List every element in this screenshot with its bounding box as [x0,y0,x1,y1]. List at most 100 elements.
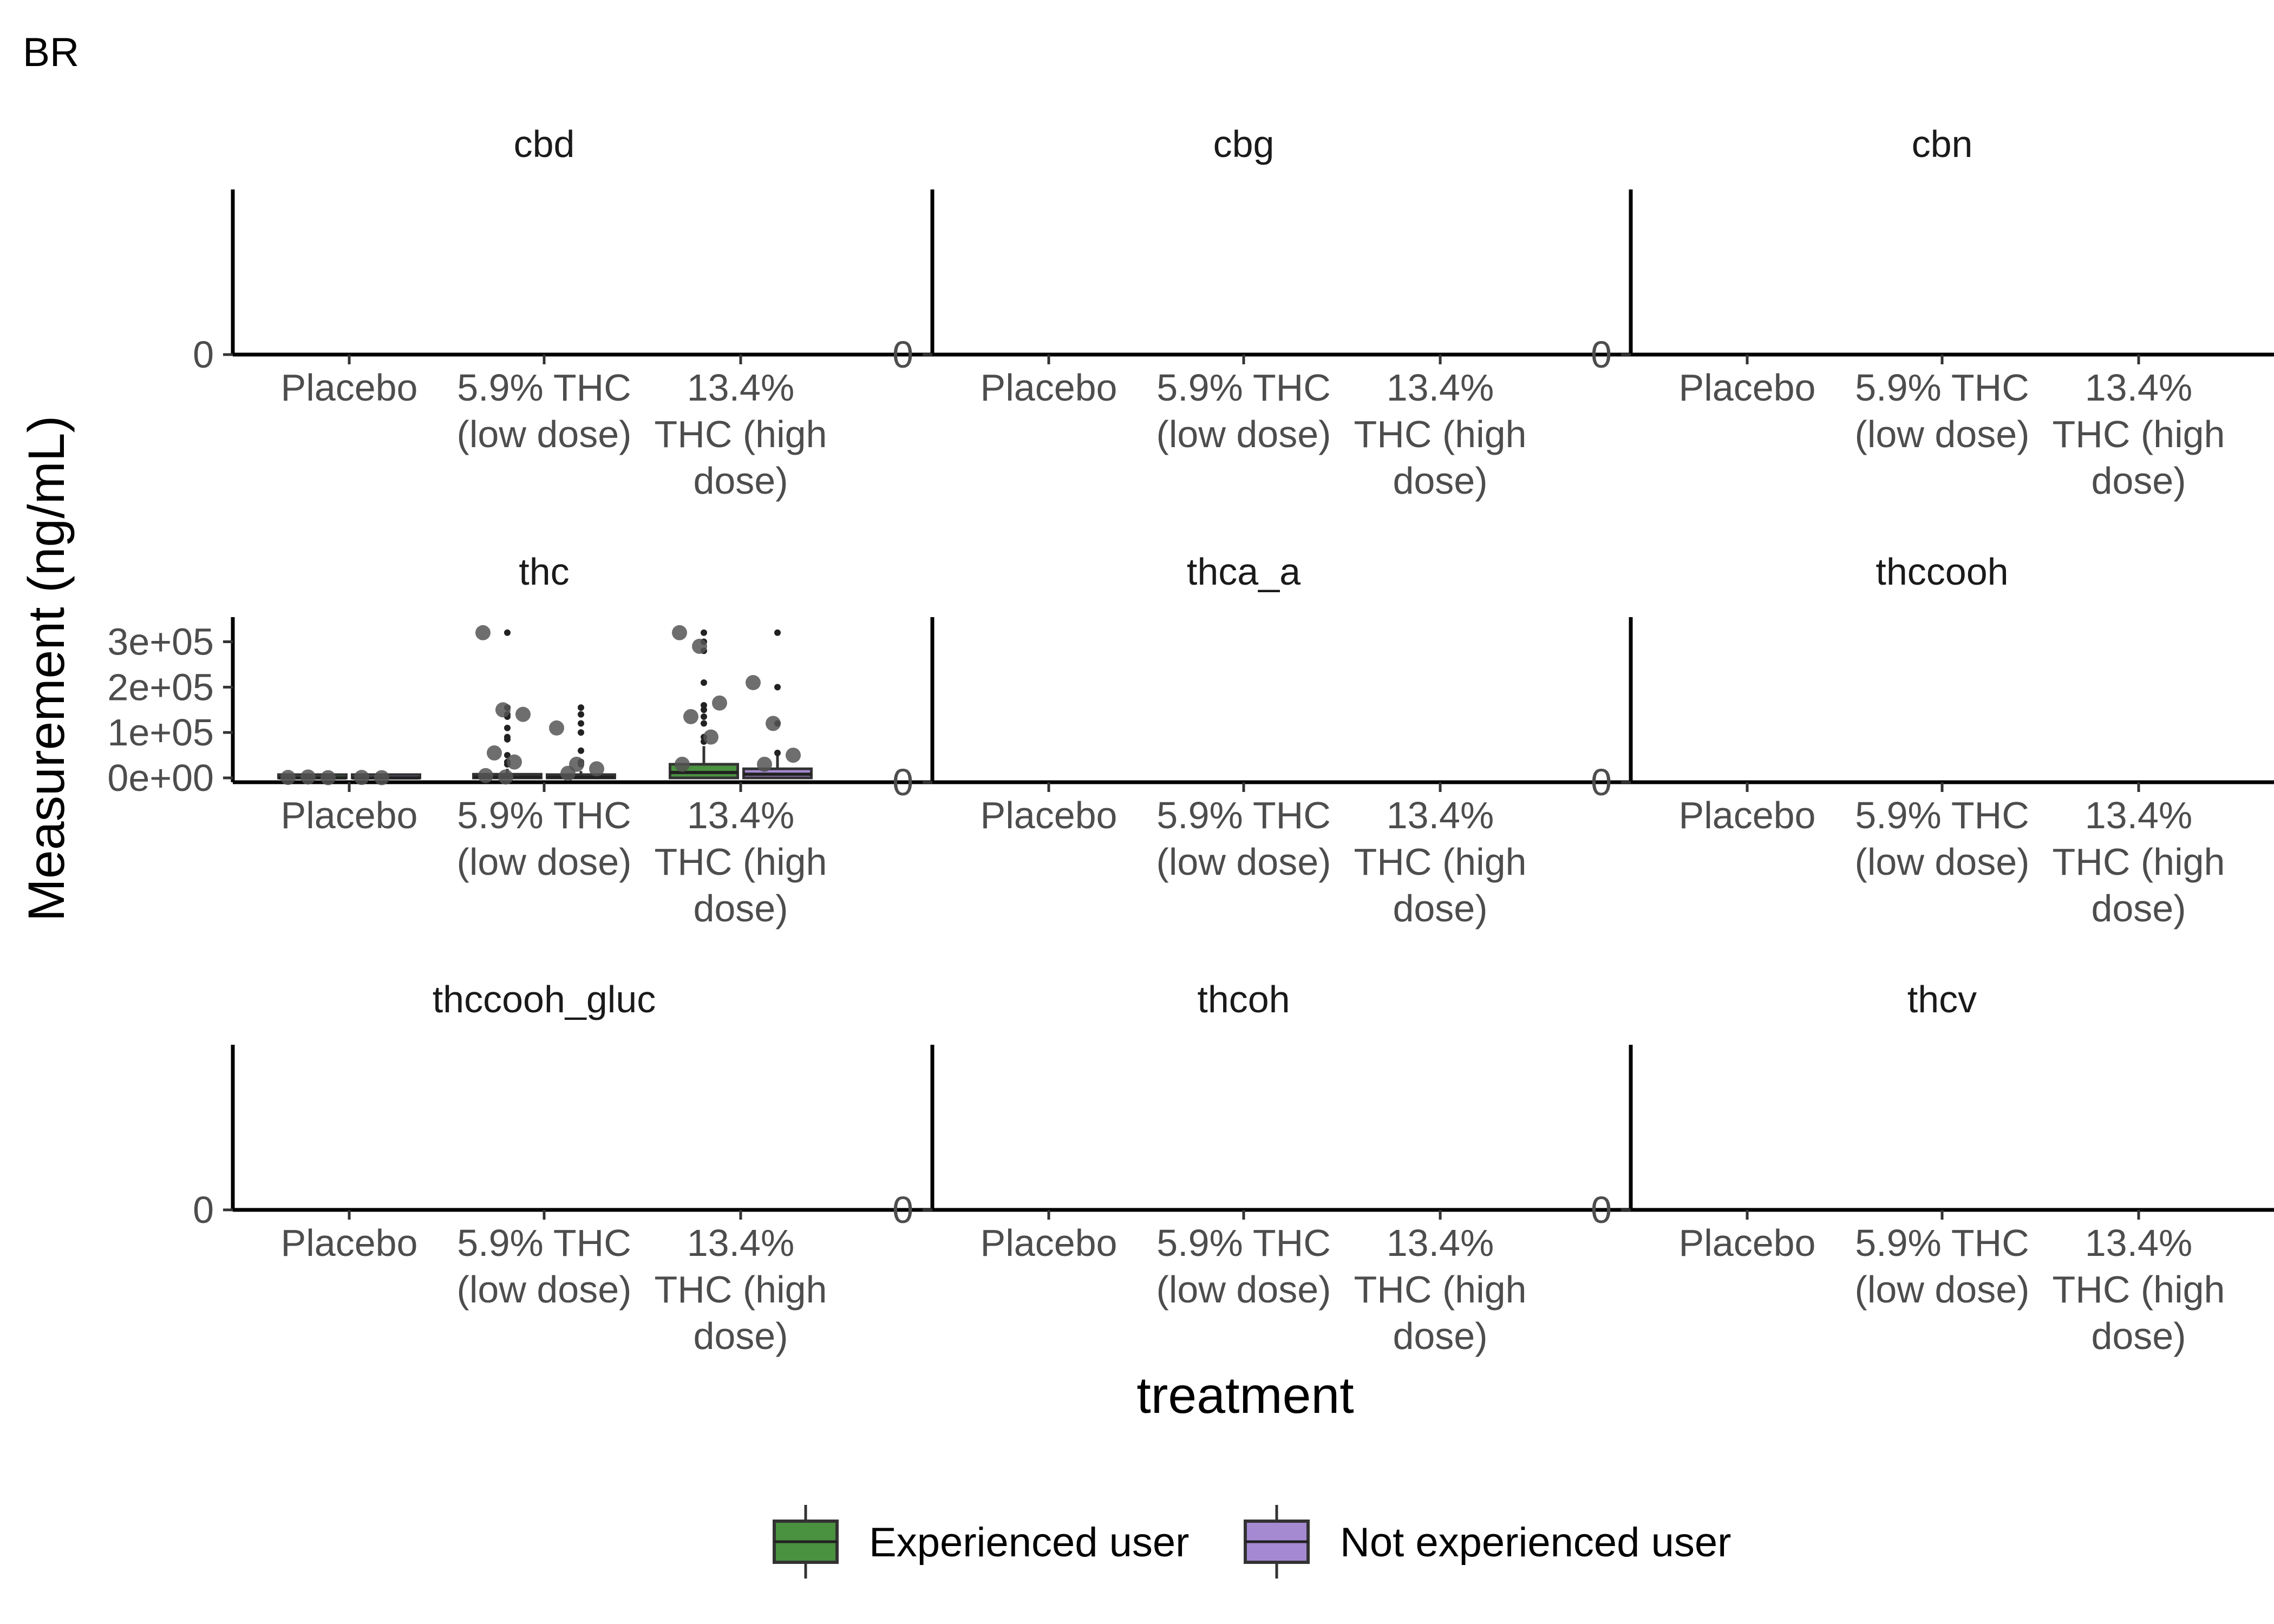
facet-panel-thcv: thcv 0 Placebo 5.9% THC (low dose) 13.4% THC (… [1591,978,2274,1357]
x-tick-label: Placebo [1679,1222,1816,1264]
x-tick-label: 5.9% THC (low dose) [457,794,632,883]
x-tick-label: Placebo [981,794,1118,836]
x-tick-label-line: (low dose) [1156,841,1331,883]
jitter-point [757,756,772,772]
x-tick-label-line: dose) [693,460,788,502]
y-tick-label: 0e+00 [107,757,214,799]
x-tick-label: 13.4% THC (high dose) [655,1222,827,1357]
x-tick-label: 5.9% THC (low dose) [1156,1222,1331,1311]
y-axis-title: Measurement (ng/mL) [18,416,75,922]
x-tick-label-line: dose) [693,887,788,929]
facet-strip-cbg: cbg [1213,123,1275,165]
jitter-point [712,695,727,711]
x-tick-label: 13.4% THC (high dose) [1354,1222,1527,1357]
outlier-point [774,749,781,756]
x-tick-label-line: 13.4% [687,366,794,409]
y-tick-label: 0 [1591,1189,1612,1231]
x-tick-label-line: 13.4% [1387,1222,1494,1264]
jitter-point [560,765,576,781]
x-tick-label: 5.9% THC (low dose) [1855,366,2030,455]
x-tick-label-line: 5.9% THC [1855,794,2029,836]
x-tick-label: 13.4% THC (high dose) [2053,1222,2225,1357]
y-tick-label: 0 [892,761,913,803]
y-tick-label: 0 [1591,761,1612,803]
x-tick-label: Placebo [1679,366,1816,409]
x-tick-label-line: Placebo [281,1222,418,1264]
y-tick-label: 0 [1591,333,1612,376]
x-tick-label: 5.9% THC (low dose) [1855,794,2030,883]
x-tick-label-line: dose) [2091,460,2186,502]
facet-strip-thcv: thcv [1907,978,1977,1020]
x-tick-label: 5.9% THC (low dose) [1156,794,1331,883]
jitter-point [515,706,531,722]
facet-panel-thccooh_gluc: thccooh_gluc 0 Placebo 5.9% THC (low dose) 13… [193,978,1175,1357]
outlier-point [774,629,781,636]
jitter-point [549,720,564,736]
figure-title: BR [23,29,79,75]
y-tick-label: 2e+05 [107,666,214,708]
jitter-point [786,748,801,763]
x-tick-label-line: (low dose) [1855,1268,2030,1311]
facet-panel-thcoh: thcoh 0 Placebo 5.9% THC (low dose) 13.4% THC … [892,978,1874,1357]
facet-strip-cbn: cbn [1912,123,1973,165]
jitter-point [321,770,336,785]
outlier-point [701,629,707,636]
x-tick-label: 13.4% THC (high dose) [2053,366,2225,502]
x-tick-label: 5.9% THC (low dose) [1855,1222,2030,1311]
x-tick-label: 13.4% THC (high dose) [1354,366,1527,502]
x-tick-label: 5.9% THC (low dose) [1156,366,1331,455]
legend: Experienced user Not experienced user [773,1505,1731,1579]
facet-strip-thc: thc [519,551,569,593]
x-tick-label-line: Placebo [1679,1222,1816,1264]
x-tick-label-line: THC (high [655,841,827,883]
x-tick-label-line: 13.4% [2085,1222,2192,1264]
x-tick-label-line: dose) [1393,460,1487,502]
x-tick-label-line: 13.4% [687,1222,794,1264]
facet-strip-thccooh: thccooh [1876,551,2008,593]
x-tick-label: Placebo [981,366,1118,409]
x-tick-label-line: 5.9% THC [1156,1222,1331,1264]
x-tick-label-line: Placebo [981,1222,1118,1264]
jitter-point [766,716,781,731]
jitter-point [495,702,511,718]
x-tick-label-line: 13.4% [1387,794,1494,836]
jitter-point [672,625,687,640]
jitter-point [589,761,604,777]
jitter-point [475,625,491,640]
legend-label-0: Experienced user [869,1520,1189,1566]
jitter-point [692,638,707,654]
outlier-point [701,702,707,709]
jitter-point [683,709,698,724]
facet-panel-cbg: cbg 0 Placebo 5.9% THC (low dose) 13.4% THC (h… [892,123,1874,502]
jitter-point [280,770,296,785]
x-tick-label: Placebo [281,1222,418,1264]
jitter-point [675,756,690,772]
y-tick-label: 0 [892,333,913,376]
x-tick-label-line: 13.4% [687,794,794,836]
facet-panel-thca_a: thca_a 0 Placebo 5.9% THC (low dose) 13.4% THC… [892,551,1874,929]
outlier-point [774,684,781,691]
x-tick-label-line: Placebo [281,366,418,409]
x-tick-label-line: 5.9% THC [1855,1222,2029,1264]
x-axis-title: treatment [1136,1367,1354,1424]
y-tick-label: 3e+05 [107,621,214,663]
x-tick-label-line: THC (high [1354,1268,1527,1311]
outlier-point [578,711,584,718]
jitter-point [374,770,389,785]
y-tick-label: 0 [193,1189,214,1231]
x-tick-label-line: 5.9% THC [457,1222,631,1264]
x-tick-label-line: (low dose) [1855,841,2030,883]
x-tick-label-line: THC (high [1354,841,1527,883]
x-tick-label: Placebo [281,794,418,836]
x-tick-label: Placebo [281,366,418,409]
jitter-point [300,769,316,785]
x-tick-label-line: (low dose) [457,413,632,455]
x-tick-label-line: 13.4% [1387,366,1494,409]
x-tick-label-line: THC (high [1354,413,1527,455]
x-tick-label-line: THC (high [655,413,827,455]
x-tick-label: 5.9% THC (low dose) [457,1222,632,1311]
outlier-point [701,720,707,727]
outlier-point [578,704,584,711]
outlier-point [578,747,584,754]
